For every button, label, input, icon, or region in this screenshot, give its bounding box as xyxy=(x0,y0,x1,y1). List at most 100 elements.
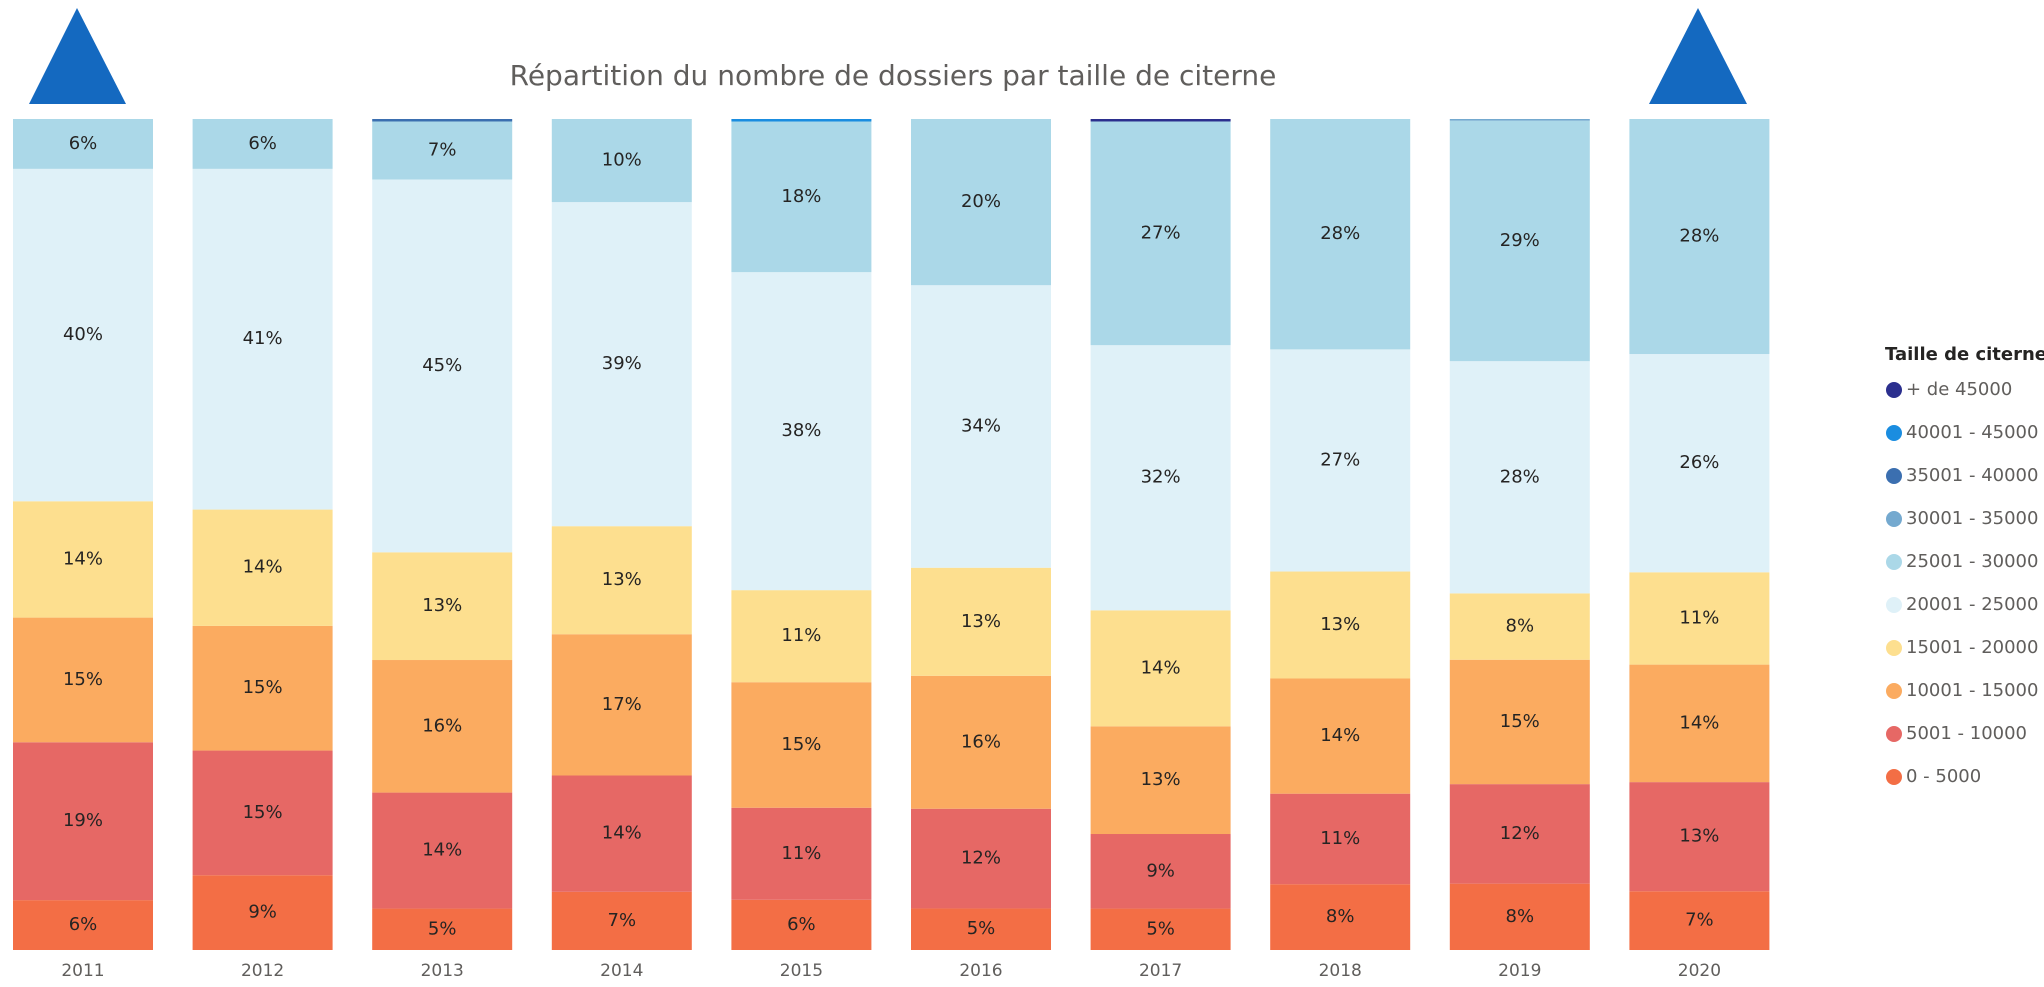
bar-segment xyxy=(911,675,1051,809)
data-label: 16% xyxy=(961,731,1001,752)
bar-segment xyxy=(1090,726,1231,835)
x-tick-label: 2019 xyxy=(1498,961,1541,981)
legend-label: 40001 - 45000 xyxy=(1906,422,2038,443)
bar-segment xyxy=(372,119,513,122)
bar-segment xyxy=(372,660,513,793)
data-label: 13% xyxy=(1141,769,1181,790)
data-label: 15% xyxy=(781,734,821,755)
data-label: 14% xyxy=(243,557,283,578)
bar-segment xyxy=(1090,908,1231,950)
legend-marker xyxy=(1886,683,1902,699)
bar-segment xyxy=(1090,345,1231,611)
data-label: 13% xyxy=(1320,614,1360,635)
legend-label: 25001 - 30000 xyxy=(1906,551,2038,572)
bar-segment xyxy=(1270,571,1411,679)
data-label: 18% xyxy=(781,186,821,207)
legend-marker xyxy=(1886,511,1902,527)
bar-segment xyxy=(731,119,872,122)
bar-segment xyxy=(372,121,513,180)
bar-segment xyxy=(1270,793,1411,885)
bar-segment xyxy=(372,908,513,950)
nav-arrow-left[interactable] xyxy=(29,8,126,104)
bar-segment xyxy=(731,682,872,808)
data-label: 8% xyxy=(1506,616,1535,637)
data-label: 15% xyxy=(1500,711,1540,732)
data-label: 5% xyxy=(428,918,457,939)
data-label: 34% xyxy=(961,415,1001,436)
nav-arrow-right[interactable] xyxy=(1649,8,1747,104)
data-label: 7% xyxy=(608,910,637,931)
bar-segment xyxy=(911,119,1051,286)
bar-segment xyxy=(1449,119,1590,121)
bar-segment xyxy=(1629,119,1770,355)
bar-segment xyxy=(13,501,153,618)
x-tick-label: 2014 xyxy=(600,961,643,981)
data-label: 17% xyxy=(602,694,642,715)
data-label: 5% xyxy=(1146,918,1175,939)
bar-segment xyxy=(192,168,333,510)
bar-segment xyxy=(1270,884,1411,950)
legend-marker xyxy=(1886,554,1902,570)
legend-marker xyxy=(1886,425,1902,441)
legend-label: 5001 - 10000 xyxy=(1906,723,2027,744)
data-label: 27% xyxy=(1320,449,1360,470)
x-tick-label: 2015 xyxy=(780,961,823,981)
bar-segment xyxy=(1629,782,1770,892)
data-label: 11% xyxy=(1679,607,1719,628)
bar-segment xyxy=(551,891,692,950)
x-tick-label: 2012 xyxy=(241,961,284,981)
bar-segment xyxy=(911,567,1051,676)
bar-segment xyxy=(13,168,153,502)
data-label: 7% xyxy=(428,139,457,160)
legend-label: 15001 - 20000 xyxy=(1906,637,2038,658)
data-label: 9% xyxy=(248,902,277,923)
data-label: 41% xyxy=(243,328,283,349)
legend-label: 20001 - 25000 xyxy=(1906,594,2038,615)
data-label: 15% xyxy=(243,802,283,823)
data-label: 28% xyxy=(1679,226,1719,247)
data-label: 14% xyxy=(1141,657,1181,678)
data-label: 14% xyxy=(63,548,103,569)
bar-segment xyxy=(1629,891,1770,950)
legend-label: 30001 - 35000 xyxy=(1906,508,2038,529)
bar-segment xyxy=(192,750,333,876)
data-label: 40% xyxy=(63,324,103,345)
data-label: 8% xyxy=(1506,906,1535,927)
data-label: 12% xyxy=(1500,823,1540,844)
data-label: 8% xyxy=(1326,906,1355,927)
data-label: 12% xyxy=(961,848,1001,869)
data-label: 10% xyxy=(602,150,642,171)
bar-segment xyxy=(1449,784,1590,884)
legend-marker xyxy=(1886,769,1902,785)
bar-segment xyxy=(13,617,153,743)
data-label: 5% xyxy=(967,918,996,939)
bar-segment xyxy=(1449,883,1590,950)
legend-title: Taille de citerne xyxy=(1885,344,2044,365)
x-tick-label: 2020 xyxy=(1678,961,1721,981)
data-label: 6% xyxy=(248,133,277,154)
bar-segment xyxy=(1629,664,1770,783)
bar-segment xyxy=(551,775,692,892)
bar-segment xyxy=(372,792,513,909)
data-label: 27% xyxy=(1141,222,1181,243)
legend-marker xyxy=(1886,640,1902,656)
bar-segment xyxy=(1090,119,1231,122)
legend-label: + de 45000 xyxy=(1906,379,2012,400)
data-label: 6% xyxy=(787,914,816,935)
data-label: 20% xyxy=(961,191,1001,212)
data-label: 14% xyxy=(1679,712,1719,733)
legend-label: 10001 - 15000 xyxy=(1906,680,2038,701)
bar-segment xyxy=(551,634,692,776)
bar-segment xyxy=(192,875,333,950)
data-label: 45% xyxy=(422,355,462,376)
data-label: 14% xyxy=(1320,725,1360,746)
bar-segment xyxy=(1629,354,1770,573)
data-label: 11% xyxy=(781,625,821,646)
bar-segment xyxy=(1270,349,1411,572)
bar-segment xyxy=(1270,119,1411,350)
bar-segment xyxy=(1449,659,1590,785)
bar-segment xyxy=(731,590,872,683)
chart-title: Répartition du nombre de dossiers par ta… xyxy=(510,59,1277,92)
x-tick-label: 2011 xyxy=(61,961,104,981)
